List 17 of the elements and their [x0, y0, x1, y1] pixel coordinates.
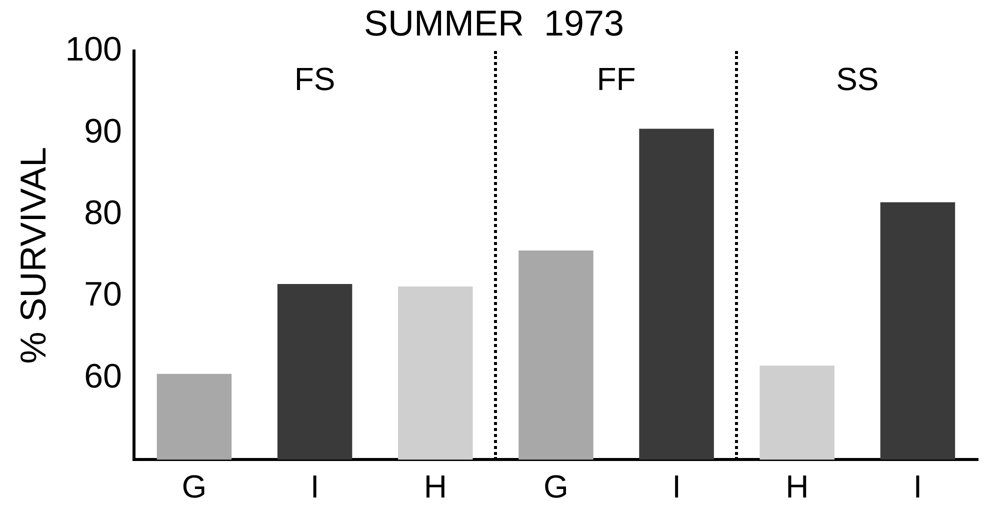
y-tick-label: 90: [84, 112, 122, 150]
y-tick-label: 60: [84, 357, 122, 396]
annotation: SS: [836, 61, 879, 98]
x-tick-label: G: [182, 468, 207, 505]
y-tick-label: 70: [84, 276, 122, 314]
chart-title: SUMMER 1973: [364, 2, 624, 44]
x-tick-label: I: [672, 468, 681, 505]
y-tick-label: 80: [84, 194, 122, 232]
x-tick-label: I: [913, 468, 922, 505]
y-tick-label: 100: [65, 30, 122, 69]
y-axis-title: % SURVIVAL: [12, 147, 54, 364]
x-tick-label: H: [424, 468, 447, 505]
x-tick-label: H: [786, 468, 809, 505]
x-tick-label: I: [310, 468, 320, 505]
annotation: FF: [596, 61, 636, 98]
annotation: FS: [294, 61, 336, 98]
x-tick-label: G: [544, 468, 568, 505]
